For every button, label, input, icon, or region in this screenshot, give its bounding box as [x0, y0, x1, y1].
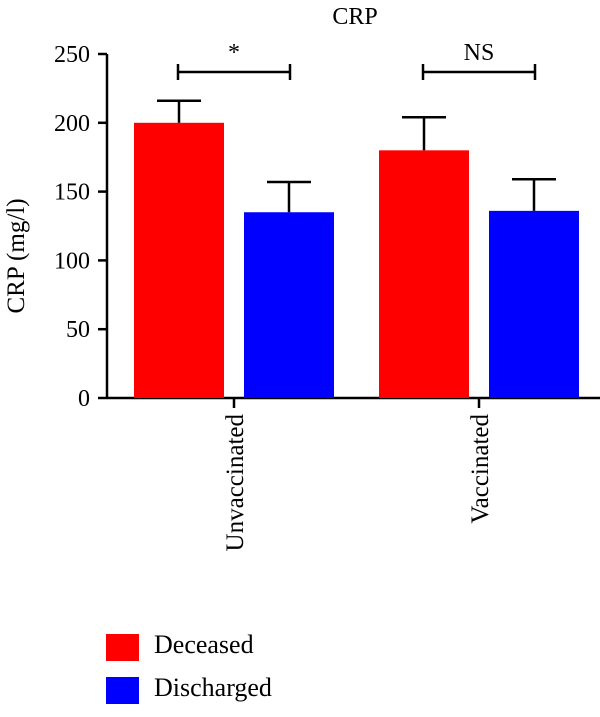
y-tick-label: 250	[54, 42, 90, 68]
y-tick-label: 150	[54, 180, 90, 206]
x-tick-label-unvaccinated: Unvaccinated	[222, 414, 249, 552]
chart-title: CRP	[332, 4, 377, 30]
legend-swatch-deceased	[106, 634, 139, 661]
y-tick-label: 0	[78, 386, 90, 412]
legend-item-discharged: Discharged	[106, 673, 366, 717]
bar-discharged-unvaccinated	[244, 212, 334, 398]
y-tick-label: 200	[54, 111, 90, 137]
bar-chart: CRP CRP (mg/l) 0 50 100 150 200 250 Unvaccinat…	[3, 4, 600, 552]
significance-label: *	[228, 40, 240, 66]
legend-label-deceased: Deceased	[154, 630, 254, 659]
y-tick-label: 100	[54, 248, 90, 274]
legend-item-deceased: Deceased	[106, 630, 366, 674]
legend-label-discharged: Discharged	[154, 673, 272, 702]
y-axis-label: CRP (mg/l)	[3, 198, 30, 313]
bar-discharged-vaccinated	[489, 210, 579, 398]
y-tick-label: 50	[66, 317, 90, 343]
bar-deceased-unvaccinated	[134, 122, 224, 399]
x-tick-label-vaccinated: Vaccinated	[467, 414, 494, 524]
legend-swatch-discharged	[106, 677, 139, 704]
bar-deceased-vaccinated	[379, 150, 469, 398]
significance-label: NS	[464, 40, 495, 66]
